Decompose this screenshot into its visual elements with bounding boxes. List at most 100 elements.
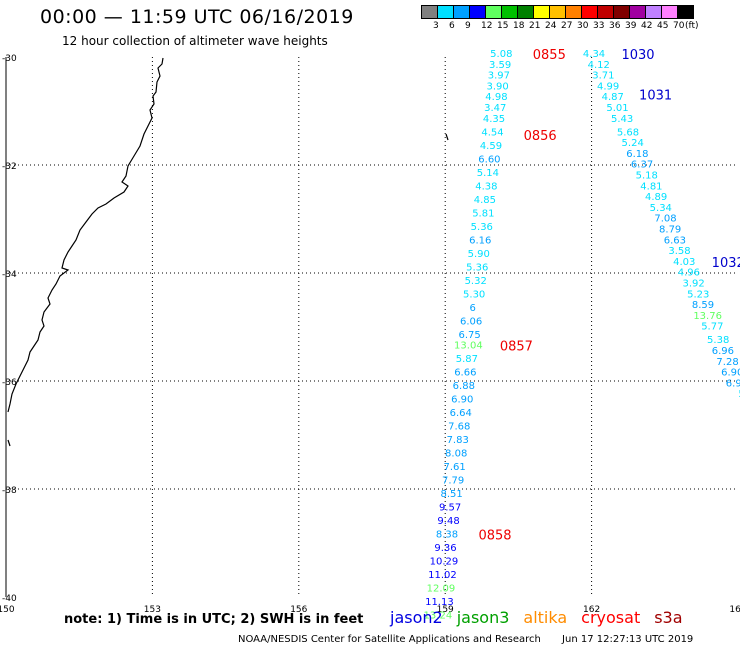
wave-height-value: 11.02 bbox=[428, 570, 457, 581]
wave-height-value: 6.63 bbox=[664, 235, 686, 246]
legend-label: 27 bbox=[561, 21, 573, 31]
legend-label: 45 bbox=[657, 21, 669, 31]
longitude-tick-label: 150 bbox=[0, 605, 15, 615]
wave-height-value: 4.59 bbox=[480, 141, 502, 152]
satellite-s3a: s3a bbox=[654, 608, 683, 627]
wave-height-value: 6.90 bbox=[451, 395, 473, 406]
coastline-fragment bbox=[7, 439, 11, 447]
units-note: note: 1) Time is in UTC; 2) SWH is in fe… bbox=[64, 612, 364, 627]
altimeter-tracks: 5.083.593.973.904.983.474.35 4.54 4.59 6.60… bbox=[424, 48, 740, 622]
wave-height-value: 4.12 bbox=[588, 60, 610, 71]
wave-height-value: 6 bbox=[469, 303, 475, 314]
wave-height-value: 5.34 bbox=[650, 203, 672, 214]
satellite-altika: altika bbox=[523, 608, 568, 627]
legend-label: 42 bbox=[641, 21, 653, 31]
wave-height-value: 3.92 bbox=[682, 279, 704, 290]
wave-height-value: 5.32 bbox=[465, 276, 487, 287]
wave-height-value: 11.13 bbox=[425, 597, 454, 608]
wave-height-value: 12.09 bbox=[427, 584, 456, 595]
legend-label: 12 bbox=[481, 21, 493, 31]
legend-label: 6 bbox=[449, 21, 455, 31]
wave-height-value: 6.90 bbox=[721, 368, 740, 379]
wave-height-value: 13.76 bbox=[693, 311, 722, 322]
latitude-tick-label: -32 bbox=[2, 162, 17, 172]
longitude-tick-label: 156 bbox=[290, 605, 307, 615]
wave-height-value: 3.58 bbox=[668, 246, 690, 257]
wave-height-value: 5.87 bbox=[456, 354, 478, 365]
footer: NOAA/NESDIS Center for Satellite Applica… bbox=[238, 634, 693, 645]
latitude-tick-label: -38 bbox=[2, 486, 17, 496]
legend-label: 70 bbox=[673, 21, 685, 31]
wave-height-value: 7.61 bbox=[444, 462, 466, 473]
wave-height-value: 9.57 bbox=[439, 503, 461, 514]
wave-height-value: 7.28 bbox=[716, 357, 738, 368]
color-legend-labels: 3 6 9 12 15 18 21 24 27 30 33 36 39 42 45 70 (ft) bbox=[421, 21, 740, 33]
legend-label: 30 bbox=[577, 21, 589, 31]
wave-height-value: 4.38 bbox=[475, 181, 497, 192]
wave-height-value: 6.16 bbox=[469, 235, 491, 246]
wave-height-value: 5.43 bbox=[611, 114, 633, 125]
page-title: 00:00 — 11:59 UTC 06/16/2019 bbox=[40, 6, 354, 28]
wave-height-value: 5.23 bbox=[687, 289, 709, 300]
wave-height-value: 4.87 bbox=[602, 92, 624, 103]
wave-height-value: 5.81 bbox=[472, 208, 494, 219]
wave-height-value: 7.83 bbox=[447, 435, 469, 446]
wave-height-value: 5.14 bbox=[477, 168, 499, 179]
pass-time-label: 0857 bbox=[500, 340, 533, 355]
wave-height-value: 4.96 bbox=[678, 268, 700, 279]
longitude-tick-label: 159 bbox=[437, 605, 454, 615]
legend-label: 15 bbox=[497, 21, 509, 31]
wave-height-value: 8.08 bbox=[445, 449, 467, 460]
wave-height-value: 4.54 bbox=[481, 127, 503, 138]
wave-height-value: 3.90 bbox=[487, 81, 509, 92]
wave-height-value: 5.77 bbox=[701, 322, 723, 333]
satellite-legend: jason2 jason3 altika cryosat s3a bbox=[390, 608, 697, 627]
longitude-tick-label: 153 bbox=[144, 605, 161, 615]
wave-height-value: 6.88 bbox=[453, 381, 475, 392]
wave-height-value: 13.04 bbox=[454, 341, 483, 352]
legend-label: 21 bbox=[529, 21, 541, 31]
wave-height-value: 5.36 bbox=[466, 262, 488, 273]
wave-height-value: 6.06 bbox=[460, 316, 482, 327]
color-legend bbox=[421, 5, 694, 19]
wave-height-value: 5.68 bbox=[617, 127, 639, 138]
wave-height-value: 3.97 bbox=[488, 71, 510, 82]
wave-height-value: 4.81 bbox=[640, 181, 662, 192]
latitude-tick-label: -34 bbox=[2, 270, 17, 280]
wave-height-value: 5 bbox=[738, 389, 740, 400]
wave-height-value: 5.24 bbox=[622, 138, 644, 149]
wave-height-value: 4.35 bbox=[483, 114, 505, 125]
latitude-tick-label: -30 bbox=[2, 54, 17, 64]
wave-height-value: 3.59 bbox=[489, 60, 511, 71]
latitude-tick-label: -40 bbox=[2, 594, 17, 604]
wave-height-value: 6.18 bbox=[626, 149, 648, 160]
legend-swatch bbox=[677, 5, 694, 19]
wave-height-value: 4.85 bbox=[474, 195, 496, 206]
wave-height-value: 7.08 bbox=[654, 214, 676, 225]
satellite-jason2: jason2 bbox=[390, 608, 443, 627]
wave-height-value: 8.51 bbox=[440, 489, 462, 500]
wave-height-value: 3.71 bbox=[592, 71, 614, 82]
pass-time-label: 1032 bbox=[712, 256, 740, 271]
wave-height-value: 6.75 bbox=[458, 330, 480, 341]
legend-label: (ft) bbox=[685, 21, 699, 31]
wave-height-value: 6.96 bbox=[712, 346, 734, 357]
wave-height-value: 6.60 bbox=[478, 154, 500, 165]
wave-height-value: 7.68 bbox=[448, 422, 470, 433]
wave-height-value: 6.66 bbox=[454, 368, 476, 379]
legend-label: 3 bbox=[433, 21, 439, 31]
coastline-fragment bbox=[445, 133, 449, 141]
legend-label: 24 bbox=[545, 21, 557, 31]
coastline bbox=[7, 57, 164, 413]
latitude-tick-label: -36 bbox=[2, 378, 17, 388]
satellite-cryosat: cryosat bbox=[581, 608, 641, 627]
pass-time-label: 0856 bbox=[524, 129, 557, 144]
wave-height-value: 5.18 bbox=[636, 171, 658, 182]
wave-height-value: 4.34 bbox=[583, 49, 605, 60]
footer-credit: NOAA/NESDIS Center for Satellite Applica… bbox=[238, 634, 541, 645]
wave-height-value: 8.79 bbox=[659, 225, 681, 236]
wave-height-value: 5.36 bbox=[471, 222, 493, 233]
wave-height-value: 6.90 bbox=[726, 378, 740, 389]
wave-height-value: 5.01 bbox=[606, 103, 628, 114]
